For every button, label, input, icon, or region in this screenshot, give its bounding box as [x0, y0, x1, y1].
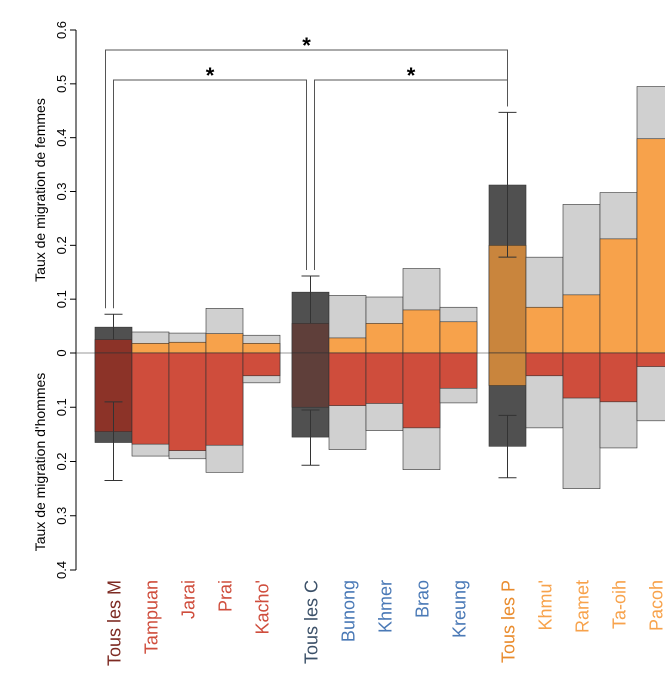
female-mid-bar: [402, 309, 441, 354]
x-tick-label: Ta-oih: [610, 580, 630, 629]
female-mid-bar: [94, 339, 133, 354]
y-tick-label-bottom: 0.4: [54, 561, 69, 579]
y-tick-label-top: 0.3: [54, 182, 69, 200]
female-mid-bar: [131, 343, 170, 354]
y-tick-label-top: 0.4: [54, 129, 69, 147]
female-mid-bar: [291, 323, 330, 354]
male-mid-bar: [488, 352, 527, 386]
male-mid-bar: [131, 352, 170, 445]
x-tick-label: Prai: [216, 580, 236, 612]
x-tick-label: Tous les C: [302, 580, 322, 664]
x-tick-label: Kacho': [253, 580, 273, 634]
male-mid-bar: [168, 352, 207, 451]
significance-star: *: [206, 63, 215, 88]
female-mid-bar: [328, 337, 367, 354]
error-bars-layer: [104, 111, 517, 481]
y-tick-label-top: 0.1: [54, 290, 69, 308]
female-mid-bar: [168, 341, 207, 354]
y-tick-label-top: 0.5: [54, 75, 69, 93]
y-axis-label-bottom: Taux de migration d'hommes: [32, 373, 48, 552]
female-mid-bar: [636, 138, 665, 354]
male-mid-bar: [205, 352, 244, 446]
significance-bracket: [113, 79, 307, 309]
x-tick-label: Tous les M: [105, 580, 125, 666]
significance-bracket: [314, 79, 508, 271]
y-axis-label-top: Taux de migration de femmes: [32, 98, 48, 282]
female-mid-bar: [599, 238, 638, 354]
x-tick-label: Tous les P: [499, 580, 519, 663]
y-tick-label-top: 0: [54, 349, 69, 356]
female-mid-bar: [525, 306, 564, 354]
x-tick-label: Brao: [413, 580, 433, 618]
x-tick-label: Bunong: [339, 580, 359, 642]
y-tick-label-top: 0.2: [54, 236, 69, 254]
x-tick-label: Pacoh: [647, 580, 665, 631]
significance-bracket: [105, 49, 508, 309]
y-tick-label-bottom: 0.3: [54, 507, 69, 525]
x-tick-labels: Tous les M Tampuan Jarai Prai Kacho' Tous les…: [105, 580, 665, 666]
y-tick-label-bottom: 0.1: [54, 398, 69, 416]
male-mid-bar: [365, 352, 404, 404]
significance-layer: * * *: [105, 33, 508, 309]
male-mid-bar: [328, 352, 367, 406]
male-mid-bar: [562, 352, 601, 399]
y-tick-label-bottom: 0.2: [54, 452, 69, 470]
bars-layer: [94, 86, 665, 489]
x-tick-label: Khmer: [376, 580, 396, 633]
female-mid-bar: [205, 333, 244, 354]
y-tick-label-top: 0.6: [54, 21, 69, 39]
male-mid-bar: [439, 352, 478, 389]
female-mid-bar: [365, 323, 404, 354]
female-mid-bar: [439, 321, 478, 354]
female-mid-bar: [488, 245, 527, 354]
female-mid-bar: [562, 294, 601, 354]
female-mid-bar: [242, 343, 281, 354]
x-tick-label: Jarai: [179, 580, 199, 619]
x-tick-label: Kreung: [450, 580, 470, 638]
x-tick-label: Ramet: [573, 580, 593, 633]
x-tick-label: Khmu': [536, 580, 556, 630]
x-tick-label: Tampuan: [142, 580, 162, 654]
male-mid-bar: [525, 352, 564, 377]
male-mid-bar: [636, 352, 665, 367]
male-mid-bar: [291, 352, 330, 408]
significance-star: *: [302, 33, 311, 58]
male-mid-bar: [599, 352, 638, 403]
male-mid-bar: [242, 352, 281, 377]
male-mid-bar: [402, 352, 441, 429]
significance-star: *: [407, 63, 416, 88]
